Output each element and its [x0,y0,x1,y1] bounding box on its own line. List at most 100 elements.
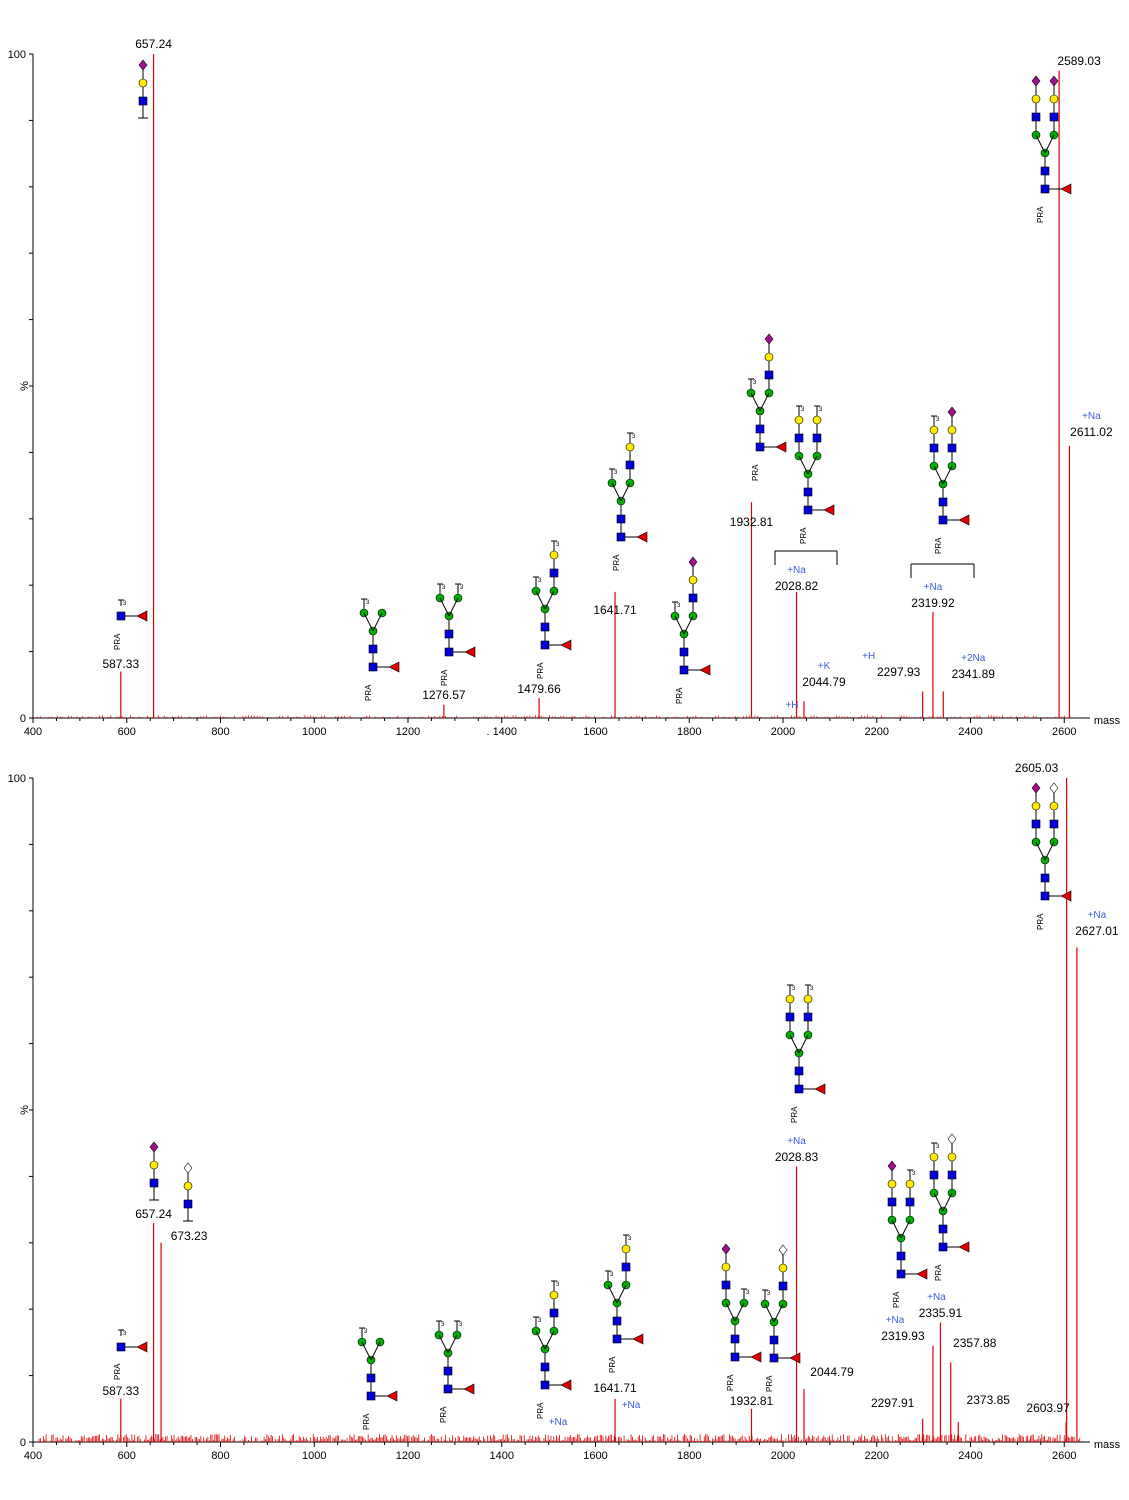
glcnac-square [183,1199,193,1209]
neugc-diamond [778,1244,788,1256]
linkage-mark: 3 [460,585,464,591]
pra-label: PRA [751,464,760,481]
glcnac-square [947,443,957,453]
glcnac-square [688,593,698,603]
glycan-bond [544,1330,555,1350]
glcnac-square [755,424,765,434]
peak-label: 1932.81 [730,515,774,529]
adduct-label: +Na [886,1315,905,1326]
pra-label: PRA [1036,913,1045,930]
glcnac-square [443,1384,453,1394]
glcnac-square [366,1373,376,1383]
adduct-label: +Na [787,1136,806,1147]
glcnac-square [794,1066,804,1076]
glcnac-square [549,568,559,578]
glcnac-square [549,1308,559,1318]
glcnac-square [769,1353,779,1363]
glcnac-square [612,1334,622,1344]
glcnac-square [778,1281,788,1291]
glycan-bond [759,392,770,412]
linkage-mark: 3 [459,1322,463,1328]
glycan-bond [370,1341,381,1361]
fucose-triangle [1060,890,1072,902]
peak-label: 2297.93 [877,665,921,679]
fucose-triangle [958,1241,970,1253]
pra-label: PRA [934,537,943,554]
adduct-label: +K [818,661,831,672]
glycan-bond [616,1284,627,1304]
pra-label: PRA [934,1264,943,1281]
neuac-diamond [1049,75,1059,87]
linkage-mark: 3 [810,986,814,992]
glcnac-square [444,629,454,639]
pra-label: PRA [726,1374,735,1391]
adduct-label: +Na [927,1292,946,1303]
glcnac-square [621,1262,631,1272]
adduct-label: +Na [622,1400,641,1411]
fucose-triangle [136,610,148,622]
glcnac-square [905,1197,915,1207]
glycan-bond [361,1341,372,1361]
linkage-mark: 3 [912,1171,916,1177]
y-tick-label: 100 [8,49,26,61]
peak-label: 657.24 [135,37,172,51]
glcnac-square [616,514,626,524]
linkage-mark: 3 [753,380,757,386]
linkage-mark: 3 [792,986,796,992]
fucose-triangle [789,1352,801,1364]
galactose-circle [887,1179,897,1189]
peak-label: 2341.89 [952,667,996,681]
galactose-circle [1031,801,1041,811]
glycan-bond [607,1284,618,1304]
glycan-bond [438,1334,449,1354]
pra-label: PRA [608,1356,617,1373]
adduct-label: +Na [1082,411,1101,422]
glcnac-square [443,1366,453,1376]
x-tick-label: 1800 [677,726,701,738]
galactose-circle [549,550,559,560]
glcnac-square [138,96,148,106]
glycan-bond [734,1302,745,1322]
neuac-diamond [887,1160,897,1172]
glcnac-square [540,1362,550,1372]
peak-label: 2028.83 [775,1150,819,1164]
adduct-label: +2Na [961,653,986,664]
glycan-bond [535,1330,546,1350]
pra-label: PRA [439,1406,448,1423]
y-tick-label: 100 [8,773,26,785]
peak-label: 2357.88 [953,1336,997,1350]
glcnac-square [730,1352,740,1362]
linkage-mark: 3 [366,600,370,606]
glycan-bond [674,615,685,635]
glycan-bond [363,612,374,632]
glycan-bond [620,482,631,502]
peak-label: 1479.66 [517,682,561,696]
adduct-label: +Na [1088,910,1107,921]
glcnac-square [679,647,689,657]
peak-label: 1641.71 [593,603,637,617]
glcnac-square [947,1170,957,1180]
linkage-mark: 3 [628,1236,632,1242]
glycan-bond [544,590,555,610]
fucose-triangle [1060,183,1072,195]
glcnac-square [444,647,454,657]
glcnac-square [1031,112,1041,122]
peak-label: 2319.93 [881,1329,925,1343]
neuac-diamond [1031,782,1041,794]
glycan-bond [535,590,546,610]
x-tick-label: 1600 [583,1450,607,1462]
adduct-label: +Na [549,1417,568,1428]
linkage-mark: 3 [610,1272,614,1278]
peak-label: 657.24 [135,1207,172,1221]
fucose-triangle [823,504,835,516]
glcnac-square [896,1251,906,1261]
linkage-mark: 3 [442,585,446,591]
pra-label: PRA [536,1402,545,1419]
glycan-bond [798,1034,809,1054]
glcnac-square [1031,819,1041,829]
glycan-bond [933,1192,944,1212]
glcnac-square [540,622,550,632]
neuac-diamond [764,333,774,345]
glcnac-square [116,611,126,621]
